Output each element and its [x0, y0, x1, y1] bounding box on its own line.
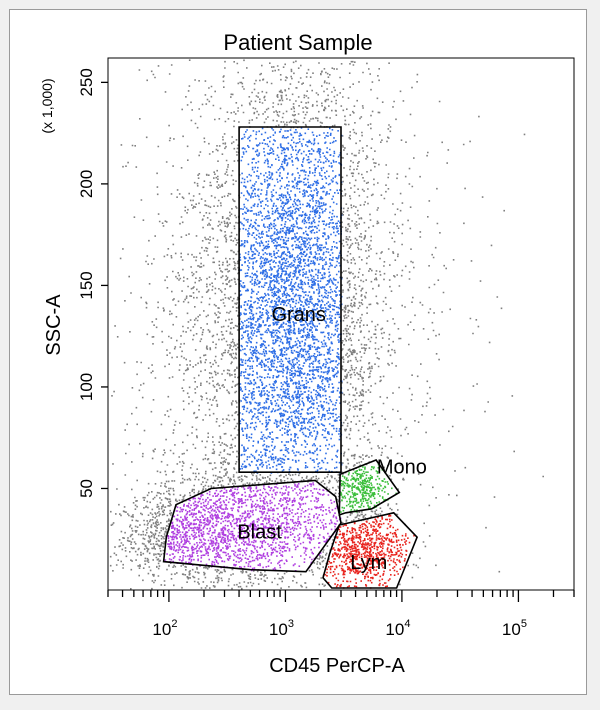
y-axis-label: SSC-A — [43, 294, 65, 356]
gate-label-grans: Grans — [271, 304, 325, 326]
y-tick-label: 200 — [77, 170, 96, 198]
gate-outline-grans[interactable] — [238, 126, 342, 474]
gate-outline-blast[interactable] — [162, 479, 342, 573]
y-tick-label: 50 — [77, 479, 96, 498]
events-layer — [109, 59, 545, 590]
x-tick-label: 103 — [269, 618, 294, 639]
gate-label-blast: Blast — [237, 521, 282, 543]
y-tick-label: 250 — [77, 68, 96, 96]
x-tick-label: 105 — [502, 618, 527, 639]
gate-outline-mono[interactable] — [338, 459, 401, 517]
event-dots — [340, 463, 397, 513]
y-tick-label: 150 — [77, 271, 96, 299]
x-tick-label: 102 — [152, 618, 177, 639]
x-tick-label: 104 — [385, 618, 410, 639]
x-axis-label: CD45 PerCP-A — [269, 655, 405, 677]
gate-outline-lym[interactable] — [322, 511, 419, 589]
y-axis-multiplier-label: (x 1,000) — [39, 78, 55, 133]
chart-title: Patient Sample — [223, 30, 372, 55]
gates-layer — [162, 126, 419, 589]
gate-labels-layer: Grans Blast Mono Lym — [237, 304, 427, 574]
y-tick-label: 100 — [77, 373, 96, 401]
event-dots — [239, 127, 343, 474]
event-dots — [324, 514, 415, 589]
gate-label-mono: Mono — [377, 456, 427, 478]
event-dots — [164, 482, 342, 572]
ticks-layer: 102 103 104 105 50 100 150 200 250 — [77, 68, 575, 639]
gate-label-lym: Lym — [350, 552, 387, 574]
